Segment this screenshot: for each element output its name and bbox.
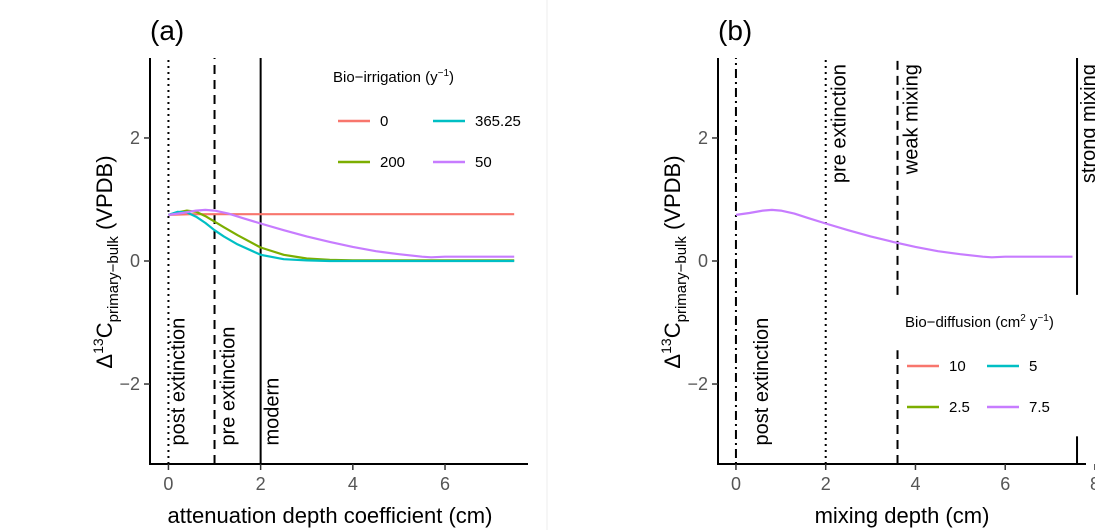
legend-title: Bio−irrigation (y−1)	[333, 68, 454, 86]
x-axis-label: mixing depth (cm)	[815, 503, 990, 528]
legend-title-sup: 2	[1020, 313, 1026, 324]
x-tick-label: 0	[163, 474, 173, 494]
x-axis-label: attenuation depth coefficient (cm)	[168, 503, 493, 528]
y-axis-label: Δ13Cprimary−bulk (VPDB)	[90, 155, 122, 368]
y-label-sub: primary−bulk	[673, 236, 690, 323]
legend-item: 0	[338, 113, 388, 130]
y-label-sup: 13	[90, 338, 106, 354]
legend-label: 10	[949, 358, 966, 375]
y-label-main: C	[660, 322, 685, 338]
legend-label: 7.5	[1029, 399, 1050, 416]
x-tick-label: 8	[1090, 474, 1095, 494]
series-line-50	[168, 208, 515, 259]
y-label-sub: primary−bulk	[105, 236, 122, 323]
legend-item: 5	[987, 358, 1037, 375]
legend-label: 200	[380, 154, 405, 171]
y-tick-label: 2	[698, 128, 708, 148]
x-tick-label: 2	[256, 474, 266, 494]
vline-label: post extinction	[751, 318, 773, 446]
x-tick-label: 6	[1000, 474, 1010, 494]
legend-label: 0	[380, 113, 388, 130]
series-line-0	[168, 213, 515, 216]
panel-b: (b) Δ13Cprimary−bulk (VPDB) mixing depth…	[658, 15, 1095, 528]
legend-label: 50	[475, 154, 492, 171]
panel-label: (b)	[718, 15, 752, 46]
legend-label: 2.5	[949, 399, 970, 416]
legend-item: 2.5	[907, 399, 970, 416]
y-label-suffix: (VPDB)	[92, 155, 117, 236]
x-tick-label: 6	[440, 474, 450, 494]
legend-title-end: )	[1049, 314, 1054, 331]
panel-label: (a)	[150, 15, 184, 46]
x-tick-label: 2	[821, 474, 831, 494]
x-tick-label: 4	[348, 474, 358, 494]
x-tick-label: 0	[731, 474, 741, 494]
y-tick-label: −2	[687, 374, 708, 394]
vline-label: pre extinction	[218, 327, 240, 446]
y-label-prefix: Δ	[92, 354, 117, 369]
legend-title-mid: y	[1026, 314, 1038, 331]
legend-title-sup: −1	[438, 68, 450, 79]
series-line-365.25	[168, 210, 515, 263]
legend-title-sup2: −1	[1037, 313, 1049, 324]
legend-item: 10	[907, 358, 966, 375]
vline-label: modern	[262, 378, 284, 446]
y-label-sup: 13	[658, 338, 674, 354]
legend-label: 365.25	[475, 113, 521, 130]
vline-label: strong mixing	[1078, 64, 1095, 183]
x-tick-label: 4	[910, 474, 920, 494]
legend-item: 50	[433, 154, 492, 171]
series-line-200	[168, 209, 515, 262]
vline-label: post extinction	[167, 318, 189, 446]
legend-item: 7.5	[987, 399, 1050, 416]
legend-title-main: Bio−diffusion (cm	[905, 314, 1020, 331]
y-label-prefix: Δ	[660, 354, 685, 369]
y-tick-label: 0	[698, 251, 708, 271]
y-axis-label: Δ13Cprimary−bulk (VPDB)	[658, 155, 690, 368]
y-tick-label: 2	[130, 128, 140, 148]
y-label-suffix: (VPDB)	[660, 155, 685, 236]
panel-a: (a) Δ13Cprimary−bulk (VPDB) attenuation …	[90, 15, 528, 528]
vline-label: weak mixing	[901, 64, 923, 175]
y-tick-label: 0	[130, 251, 140, 271]
legend-item: 200	[338, 154, 405, 171]
vline-label: pre extinction	[829, 64, 851, 183]
y-label-main: C	[92, 322, 117, 338]
legend-title-main: Bio−irrigation (y	[333, 69, 438, 86]
series-line-7.5	[735, 208, 1073, 259]
legend-title-end: )	[449, 69, 454, 86]
y-tick-label: −2	[119, 374, 140, 394]
legend-item: 365.25	[433, 113, 521, 130]
legend: Bio−diffusion (cm2 y−1) 10 5 2.5 7.5	[905, 313, 1054, 416]
legend-label: 5	[1029, 358, 1037, 375]
legend: Bio−irrigation (y−1) 0 365.25 200 50	[333, 68, 521, 171]
legend-title: Bio−diffusion (cm2 y−1)	[905, 313, 1054, 331]
